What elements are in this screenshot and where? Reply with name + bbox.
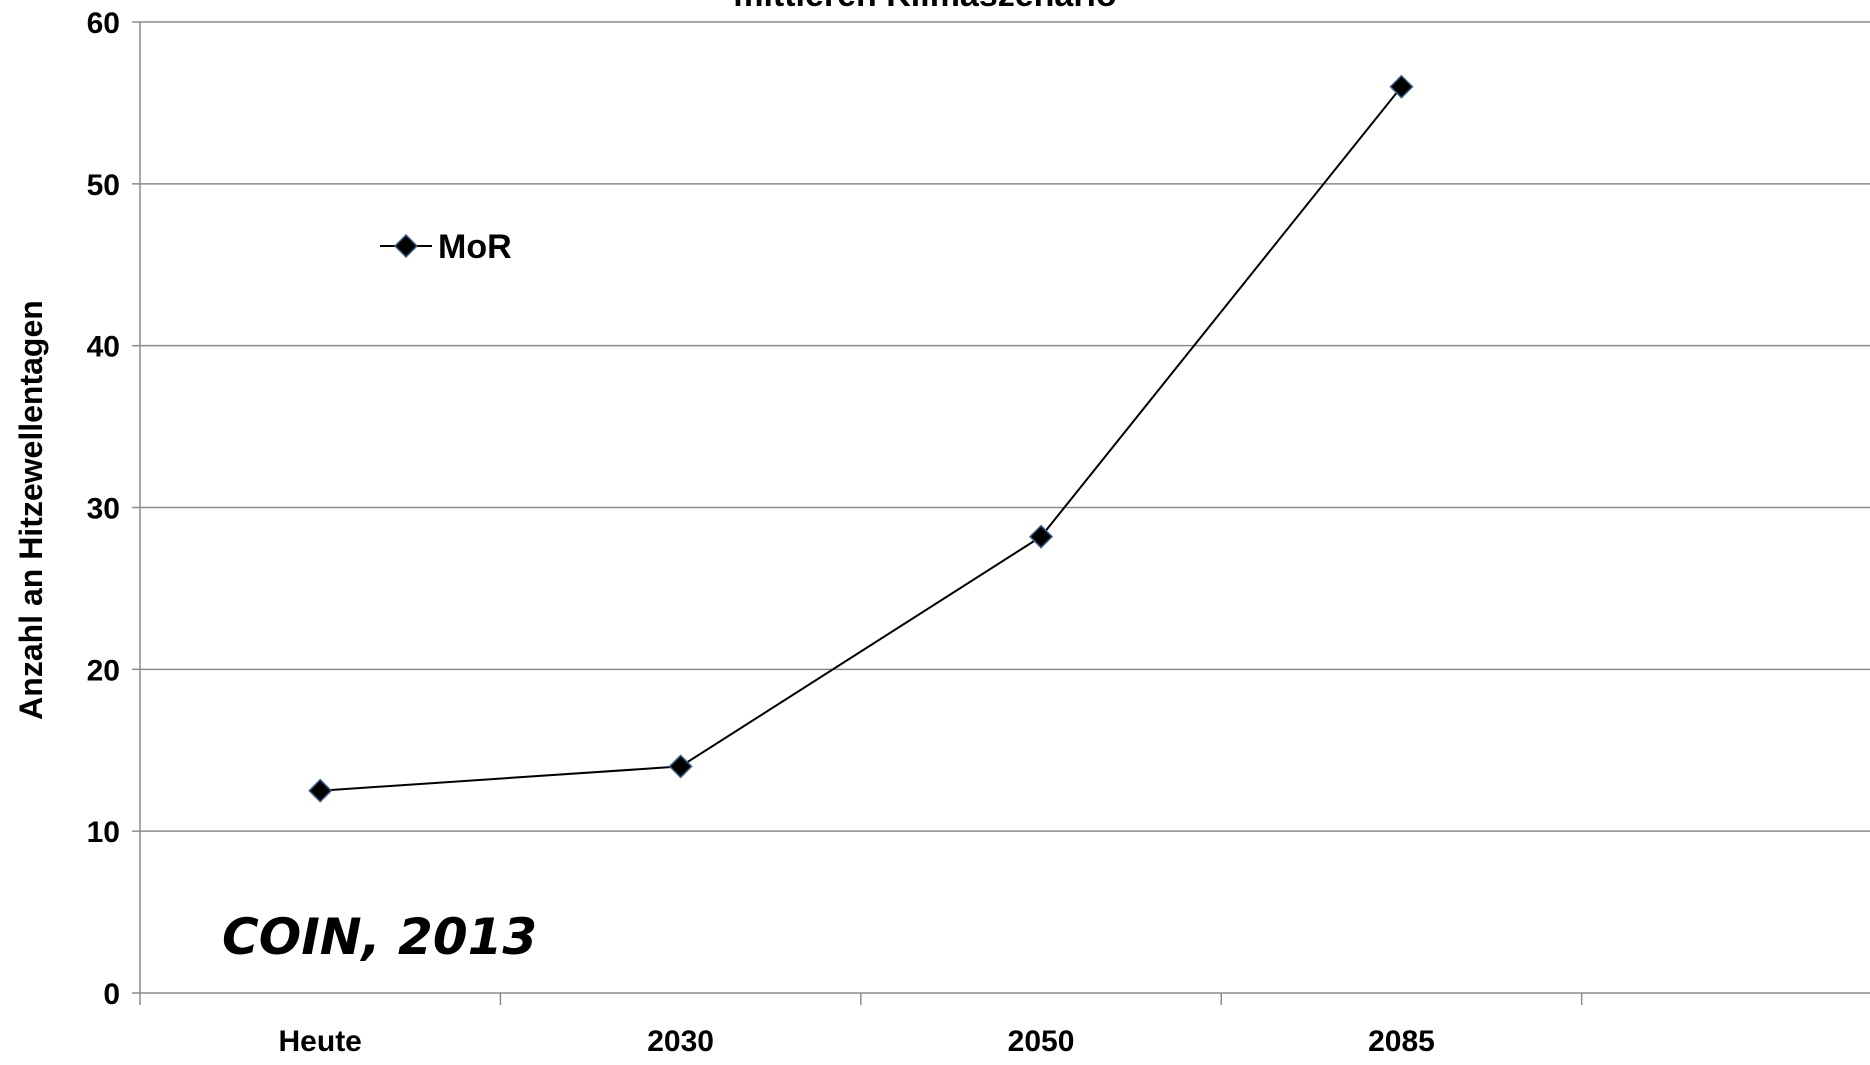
x-tick-label: Heute xyxy=(279,1025,362,1058)
y-tick-labels: 0 10 20 30 40 50 60 xyxy=(87,7,120,1011)
x-tick-labels: Heute 2030 2050 2085 xyxy=(279,1025,1435,1058)
y-tick-label: 40 xyxy=(87,331,120,364)
x-tick-label: 2030 xyxy=(647,1025,714,1058)
y-tick-label: 0 xyxy=(103,978,120,1011)
chart-title: mittleren Klimaszenario xyxy=(733,0,1117,14)
y-tick-label: 50 xyxy=(87,169,120,202)
data-point-2050 xyxy=(1028,524,1054,549)
legend: MoR xyxy=(380,228,512,266)
y-axis-title: Anzahl an Hitzewellentagen xyxy=(13,300,49,720)
legend-marker-mor xyxy=(393,233,419,259)
x-tick-label: 2050 xyxy=(1008,1025,1075,1058)
data-point-heute xyxy=(308,778,333,803)
y-tick-label: 10 xyxy=(87,816,120,849)
y-tick-label: 30 xyxy=(87,493,120,526)
y-tick-label: 20 xyxy=(87,654,120,687)
source-annotation: COIN, 2013 xyxy=(222,908,537,966)
axes xyxy=(132,21,1870,1005)
x-tick-label: 2085 xyxy=(1368,1025,1435,1058)
series-group xyxy=(308,74,1414,803)
y-tick-label: 60 xyxy=(87,7,120,40)
data-point-2030 xyxy=(668,754,693,779)
series-line-mor xyxy=(320,86,1403,792)
gridlines xyxy=(140,21,1870,832)
legend-label-mor: MoR xyxy=(438,228,512,266)
data-point-2085 xyxy=(1389,74,1414,99)
